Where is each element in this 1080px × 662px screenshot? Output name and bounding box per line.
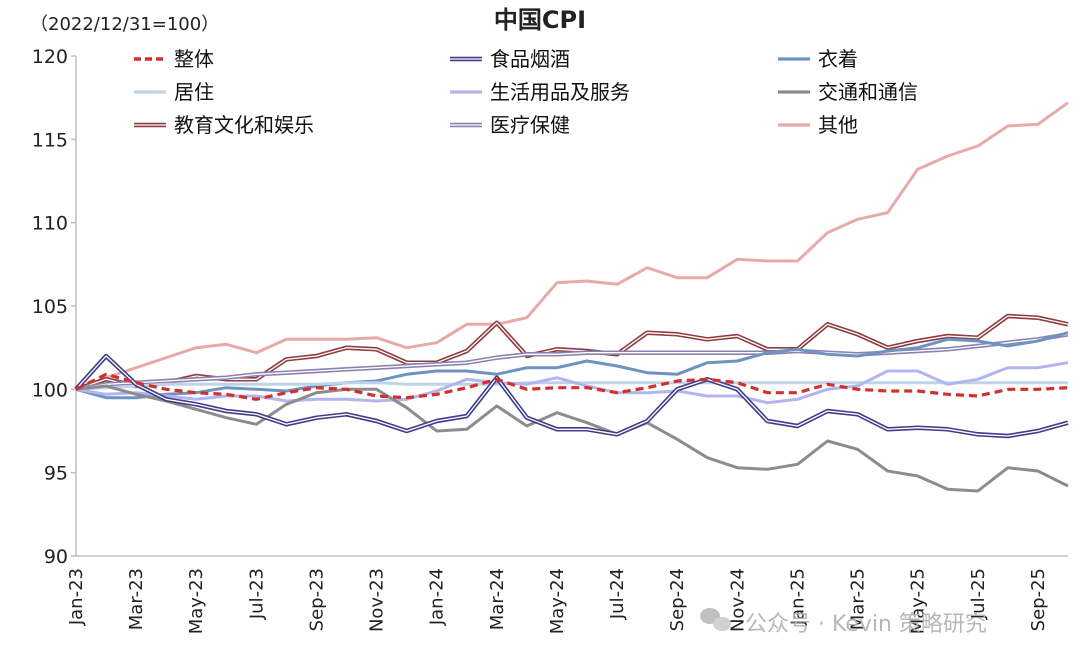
x-tick-label: Sep-25 xyxy=(1028,568,1049,631)
y-tick-label: 95 xyxy=(44,463,68,485)
x-tick-label: Sep-23 xyxy=(306,568,327,631)
series-line xyxy=(75,331,1069,400)
watermark: 公众号 · Kevin 策略研究 xyxy=(700,608,987,637)
x-tick-label: Sep-24 xyxy=(667,568,688,631)
series-line-path xyxy=(75,331,1069,400)
series-line xyxy=(75,332,1069,392)
series-line xyxy=(75,313,1069,392)
x-tick-label: May-24 xyxy=(547,568,568,634)
x-tick-label: Jan-25 xyxy=(787,568,808,626)
legend-item: 食品烟酒 xyxy=(450,47,570,71)
series-line-inner xyxy=(75,333,1069,390)
y-tick-label: 110 xyxy=(32,213,68,235)
legend-item: 交通和通信 xyxy=(778,80,918,104)
axes: 90 95 100 105 110 115 120 Jan-23 Mar-23 May-23 Jul… xyxy=(32,46,1068,634)
series-line xyxy=(75,101,1069,391)
y-tick-label: 115 xyxy=(32,129,68,151)
y-tick-label: 120 xyxy=(32,46,68,68)
legend-label: 其他 xyxy=(818,113,858,137)
x-tick-label: Jul-24 xyxy=(607,568,628,620)
legend-label: 衣着 xyxy=(818,47,858,71)
legend-item: 居住 xyxy=(134,80,214,104)
x-tick-label: Jan-24 xyxy=(427,568,448,626)
legend-label: 医疗保健 xyxy=(490,113,570,137)
x-tick-label: May-25 xyxy=(908,568,929,634)
series-line xyxy=(75,372,1069,401)
legend-item: 衣着 xyxy=(778,47,858,71)
series-line-inner xyxy=(75,315,1069,390)
x-tick-label: Mar-24 xyxy=(487,568,508,630)
base-note: （2022/12/31=100） xyxy=(30,14,219,35)
chart-title: 中国CPI xyxy=(494,6,586,34)
legend-label: 整体 xyxy=(174,47,214,71)
legend-item: 整体 xyxy=(134,47,214,71)
legend-item: 其他 xyxy=(778,113,858,137)
series-line xyxy=(75,384,1069,493)
y-tick-label: 105 xyxy=(32,296,68,318)
y-tick-label: 100 xyxy=(32,379,68,401)
series-line-path xyxy=(75,372,1069,401)
x-tick-label: Nov-24 xyxy=(727,568,748,632)
legend-label: 生活用品及服务 xyxy=(490,80,630,104)
series-line-path xyxy=(75,384,1069,493)
legend-label: 食品烟酒 xyxy=(490,47,570,71)
legend-label: 居住 xyxy=(174,80,214,104)
y-tick-label: 90 xyxy=(44,546,68,568)
x-tick-label: May-23 xyxy=(186,568,207,634)
x-tick-label: Jul-23 xyxy=(246,568,267,620)
series-line-path xyxy=(75,101,1069,391)
x-tick-label: Jan-23 xyxy=(66,568,87,626)
x-tick-label: Nov-23 xyxy=(367,568,388,632)
legend-item: 教育文化和娱乐 xyxy=(134,113,314,137)
legend-item: 生活用品及服务 xyxy=(450,80,630,104)
series-line xyxy=(74,353,1069,439)
x-tick-label: Mar-23 xyxy=(126,568,147,630)
watermark-text: 公众号 · Kevin 策略研究 xyxy=(745,612,987,637)
x-tick-label: Mar-25 xyxy=(848,568,869,630)
legend-label: 教育文化和娱乐 xyxy=(174,113,314,137)
legend-item: 医疗保健 xyxy=(450,113,570,137)
series-line-inner xyxy=(75,355,1069,437)
x-tick-label: Jul-25 xyxy=(968,568,989,620)
series-layer xyxy=(74,101,1069,493)
wechat-icon xyxy=(700,608,731,631)
legend-label: 交通和通信 xyxy=(818,80,918,104)
